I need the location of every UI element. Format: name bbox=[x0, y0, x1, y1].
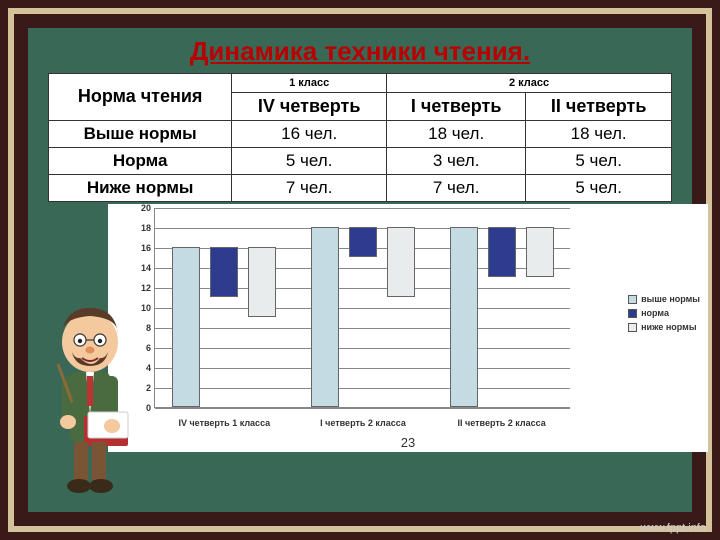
row-label: Ниже нормы bbox=[49, 175, 232, 202]
legend-label: ниже нормы bbox=[641, 322, 696, 332]
cell: 18 чел. bbox=[526, 121, 672, 148]
chart-bar bbox=[488, 227, 516, 277]
table-row: Норма 5 чел. 3 чел. 5 чел. bbox=[49, 148, 672, 175]
table-class-header-2: 2 класс bbox=[387, 74, 672, 93]
cell: 7 чел. bbox=[387, 175, 526, 202]
chart-bar bbox=[210, 247, 238, 297]
reading-norms-table: Норма чтения 1 класс 2 класс IV четверть… bbox=[48, 73, 672, 202]
chart-gridline bbox=[155, 208, 570, 209]
cell: 5 чел. bbox=[232, 148, 387, 175]
table-class-header-1: 1 класс bbox=[232, 74, 387, 93]
chart-bar-group bbox=[172, 247, 276, 407]
chart-legend-item: норма bbox=[628, 308, 700, 318]
row-label: Выше нормы bbox=[49, 121, 232, 148]
chart-bar-group bbox=[450, 227, 554, 407]
chart-legend-item: ниже нормы bbox=[628, 322, 700, 332]
chart-bar bbox=[387, 227, 415, 297]
table-row-header: Норма чтения bbox=[49, 74, 232, 121]
chart-xlabel: II четверть 2 класса bbox=[437, 418, 567, 428]
chart-xlabel: IV четверть 1 класса bbox=[159, 418, 289, 428]
chart-ytick: 20 bbox=[135, 203, 151, 213]
legend-swatch bbox=[628, 323, 637, 332]
chart-ytick: 18 bbox=[135, 223, 151, 233]
cell: 5 чел. bbox=[526, 148, 672, 175]
legend-swatch bbox=[628, 309, 637, 318]
slide-title: Динамика техники чтения. bbox=[48, 36, 672, 67]
chart-bar bbox=[526, 227, 554, 277]
chart-legend: выше нормы норма ниже нормы bbox=[628, 294, 700, 336]
table-row: Выше нормы 16 чел. 18 чел. 18 чел. bbox=[49, 121, 672, 148]
chart-bar bbox=[311, 227, 339, 407]
chart-ytick: 12 bbox=[135, 283, 151, 293]
chart-bar bbox=[450, 227, 478, 407]
footer-link[interactable]: www.fppt.info bbox=[641, 522, 706, 534]
row-label: Норма bbox=[49, 148, 232, 175]
chart-bar bbox=[172, 247, 200, 407]
table-quarter-header-3: II четверть bbox=[526, 93, 672, 121]
cell: 7 чел. bbox=[232, 175, 387, 202]
chart-gridline bbox=[155, 408, 570, 409]
slide-board: Динамика техники чтения. Норма чтения 1 … bbox=[28, 28, 692, 512]
chart-bar bbox=[248, 247, 276, 317]
bar-chart: 02468101214161820IV четверть 1 классаI ч… bbox=[108, 204, 708, 452]
teacher-cartoon-icon bbox=[30, 294, 160, 494]
cell: 3 чел. bbox=[387, 148, 526, 175]
cell: 18 чел. bbox=[387, 121, 526, 148]
chart-ytick: 16 bbox=[135, 243, 151, 253]
slide-outer-frame: Динамика техники чтения. Норма чтения 1 … bbox=[8, 8, 712, 532]
chart-bar bbox=[349, 227, 377, 257]
chart-bar-group bbox=[311, 227, 415, 407]
chart-legend-item: выше нормы bbox=[628, 294, 700, 304]
slide-number: 23 bbox=[401, 435, 415, 450]
legend-label: норма bbox=[641, 308, 669, 318]
cell: 16 чел. bbox=[232, 121, 387, 148]
chart-xlabel: I четверть 2 класса bbox=[298, 418, 428, 428]
legend-swatch bbox=[628, 295, 637, 304]
chart-ytick: 14 bbox=[135, 263, 151, 273]
legend-label: выше нормы bbox=[641, 294, 700, 304]
table-quarter-header-1: IV четверть bbox=[232, 93, 387, 121]
chart-plot-area: 02468101214161820IV четверть 1 классаI ч… bbox=[154, 208, 570, 408]
cell: 5 чел. bbox=[526, 175, 672, 202]
slide-mid-frame: Динамика техники чтения. Норма чтения 1 … bbox=[20, 20, 700, 520]
table-row: Ниже нормы 7 чел. 7 чел. 5 чел. bbox=[49, 175, 672, 202]
table-quarter-header-2: I четверть bbox=[387, 93, 526, 121]
